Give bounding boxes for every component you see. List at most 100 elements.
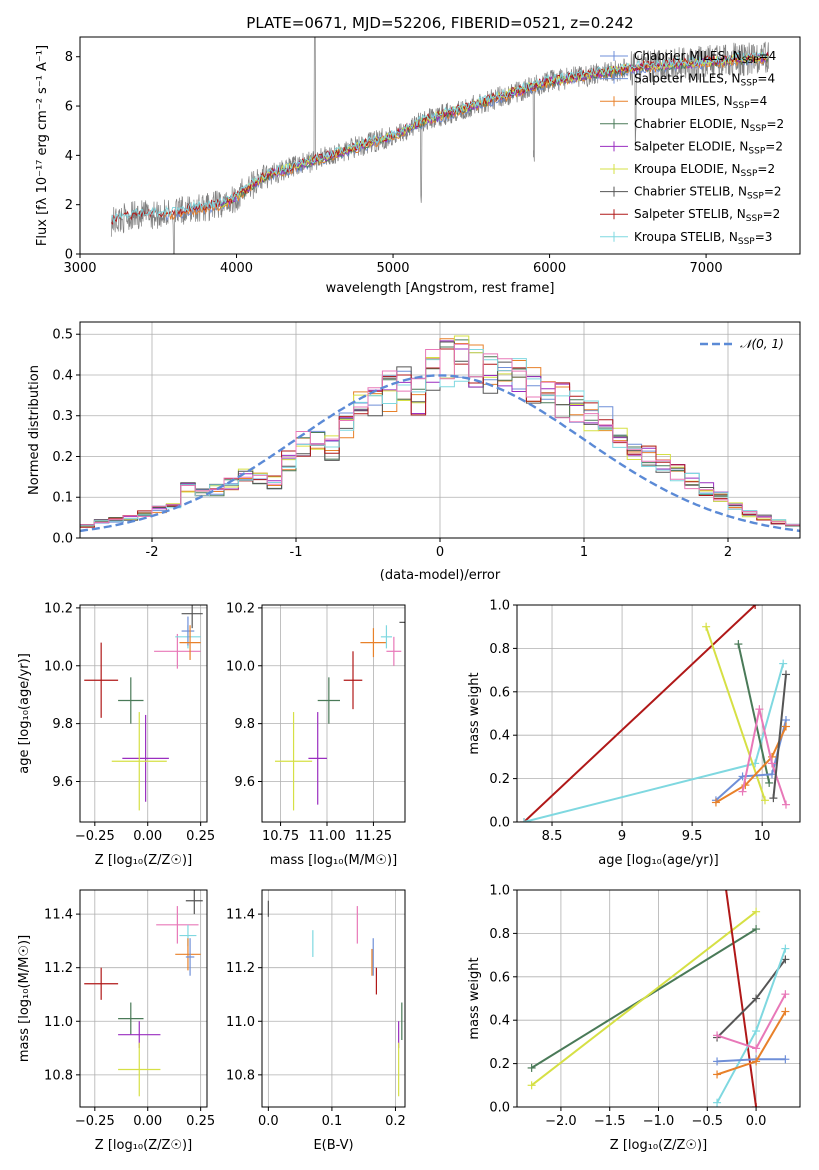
weight-series-line [523,605,756,822]
spectrum-plot [110,37,770,254]
y-tick-label: 9.8 [234,717,255,732]
y-tick-label: 10.2 [226,601,255,616]
y-tick-label: 11.4 [226,908,255,923]
y-tick-label: 0.4 [489,1014,510,1029]
y-tick-label: 10.8 [44,1068,73,1083]
weight_vs_age-frame [516,604,801,823]
legend-n: =2 [765,139,783,153]
x-tick-label: 10 [754,829,771,844]
spectrum-axes: 3000 4000 5000 6000 7000 0 2 4 6 8 wavelength [Ang… [35,36,801,296]
weight-series-line [737,643,771,784]
x-tick-label: -1 [290,545,303,560]
y-tick-label: 0.5 [52,328,73,343]
y-tick-label: 1.0 [489,884,510,899]
y-tick-label: 11.2 [226,961,255,976]
y-tick-label: 10.2 [44,601,73,616]
age_vs_mass-x-label: mass [log₁₀(M/M☉)] [270,853,397,868]
x-tick-label: 4000 [220,261,253,276]
y-tick-label: 11.4 [44,908,73,923]
y-tick-label: 11.2 [44,961,73,976]
weight_vs_Z-x-label: Z [log₁₀(Z/Z☉)] [610,1138,707,1153]
y-tick-label: 0.2 [489,1057,510,1072]
y-tick-label: 11.0 [44,1015,73,1030]
figure-title: PLATE=0671, MJD=52206, FIBERID=0521, z=0… [246,14,633,32]
y-tick-label: 0.2 [52,450,73,465]
y-tick-label: 2 [65,198,73,213]
weight-series-line [772,674,787,799]
legend-entry: Chabrier MILES, NSSP=4 [634,49,776,66]
legend-sub: SSP [733,101,750,111]
y-tick-label: 9.6 [234,775,255,790]
y-tick-label: 0 [65,248,73,263]
legend-name: Kroupa MILES, N [634,94,733,108]
legend-sub: SSP [746,214,763,224]
x-tick-label: 6000 [533,261,566,276]
x-tick-label: 11.25 [355,829,392,844]
x-tick-label: 9.5 [682,829,703,844]
weight-series-line [523,663,785,822]
residuals-plot [80,335,800,533]
legend-name: Chabrier MILES, N [634,49,742,63]
x-tick-label: 5000 [376,261,409,276]
mass_vs_Z-axes: −0.25 0.00 0.25 10.8 11.0 11.2 11.4 Z [log₁₀(Z/… [17,889,215,1153]
legend-n: =3 [755,230,773,244]
y-tick-label: 0.6 [489,685,510,700]
legend-n: =2 [757,162,775,176]
spectrum-model-line [110,51,770,223]
legend-sub: SSP [748,146,765,156]
mass_vs_Z-y-label: mass [log₁₀(M/M☉)] [17,935,32,1062]
y-tick-label: 0.0 [489,1101,510,1116]
y-tick-label: 0.1 [52,491,73,506]
legend-name: Salpeter MILES, N [634,72,741,86]
residuals-axes: -2 -1 0 1 2 0.0 0.1 0.2 0.3 0.4 0.5 (data-model)/er… [27,321,801,583]
x-tick-label: 0.0 [746,1114,767,1129]
legend-name: Chabrier STELIB, N [634,185,747,199]
weight_vs_age-x-label: age [log₁₀(age/yr)] [598,853,719,868]
y-tick-label: 1.0 [489,599,510,614]
x-tick-label: 7000 [690,261,723,276]
y-tick-label: 0.0 [52,532,73,547]
legend-n: =2 [764,185,782,199]
weight_vs_Z-frame [516,889,801,1108]
legend-sub: SSP [741,79,758,89]
age_vs_mass-axes: 10.75 11.00 11.25 9.6 9.8 10.0 10.2 mass [log₁₀… [226,601,406,868]
legend-entry: Salpeter ELODIE, NSSP=2 [634,139,783,156]
normal-curve [80,374,800,533]
legend-entry: Chabrier ELODIE, NSSP=2 [634,117,784,134]
x-tick-label: 0 [436,545,444,560]
y-tick-label: 8 [65,50,73,65]
mass_vs_Z-frame [79,889,208,1108]
x-tick-label: −1.0 [643,1114,675,1129]
y-tick-label: 0.4 [52,368,73,383]
age_vs_mass-plot [275,621,405,811]
y-tick-label: 9.6 [52,775,73,790]
y-tick-label: 10.0 [44,659,73,674]
mass_vs_ebv-x-label: E(B-V) [313,1138,353,1153]
x-tick-label: 10.75 [262,829,299,844]
y-tick-label: 0.8 [489,642,510,657]
weight_vs_Z-axes: −2.0 −1.5 −1.0 −0.5 0.0 0.0 0.2 0.4 0.6 0.8 1.0 Z [… [467,884,801,1153]
weight_vs_Z-plot [527,890,790,1107]
weight_vs_age-y-label: mass weight [467,672,482,754]
weight_vs_age-axes: 8.5 9 9.5 10 0.0 0.2 0.4 0.6 0.8 1.0 age [log₁₀(ag… [467,599,801,868]
mass_vs_ebv-axes: 0.0 0.1 0.2 10.8 11.0 11.2 11.4 E(B-V) [226,889,406,1153]
age_vs_Z-x-label: Z [log₁₀(Z/Z☉)] [95,853,192,868]
x-tick-label: −0.25 [75,1114,115,1129]
mass_vs_ebv-plot [267,900,403,1097]
legend-name: Kroupa STELIB, N [634,230,738,244]
x-tick-label: 0.0 [258,1114,279,1129]
x-tick-label: 3000 [63,261,96,276]
legend-sub: SSP [742,56,759,66]
legend-n: =4 [750,94,768,108]
spectrum-frame [79,36,801,255]
legend-entry: Salpeter MILES, NSSP=4 [634,72,775,89]
age_vs_mass-frame [261,604,406,823]
weight-series-line [741,708,787,805]
weight-series-line [716,958,787,1039]
weight-series-line [530,910,757,1087]
weight-series-line [717,1058,786,1063]
y-tick-label: 11.0 [226,1015,255,1030]
y-tick-label: 0.0 [489,816,510,831]
legend-entry: Kroupa ELODIE, NSSP=2 [634,162,775,179]
